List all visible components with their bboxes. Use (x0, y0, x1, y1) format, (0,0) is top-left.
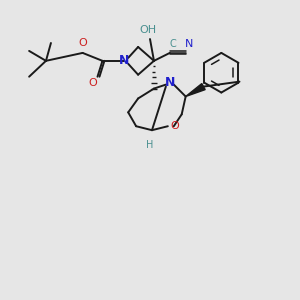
Text: OH: OH (140, 25, 157, 35)
Text: O: O (171, 121, 180, 131)
Text: C: C (170, 39, 177, 49)
Text: O: O (78, 38, 87, 48)
Text: H: H (146, 140, 154, 150)
Polygon shape (186, 84, 205, 97)
Text: N: N (165, 76, 175, 89)
Text: N: N (185, 39, 193, 49)
Text: O: O (88, 78, 97, 88)
Text: N: N (119, 54, 129, 67)
